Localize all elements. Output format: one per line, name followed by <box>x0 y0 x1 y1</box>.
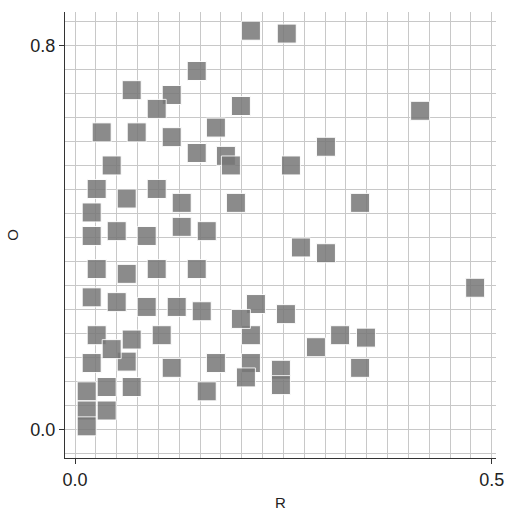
svg-text:0.0: 0.0 <box>30 420 55 440</box>
svg-text:R: R <box>275 494 286 511</box>
svg-text:0.0: 0.0 <box>62 470 87 490</box>
svg-text:0.5: 0.5 <box>479 470 504 490</box>
svg-text:O: O <box>4 229 21 241</box>
svg-text:0.8: 0.8 <box>30 36 55 56</box>
